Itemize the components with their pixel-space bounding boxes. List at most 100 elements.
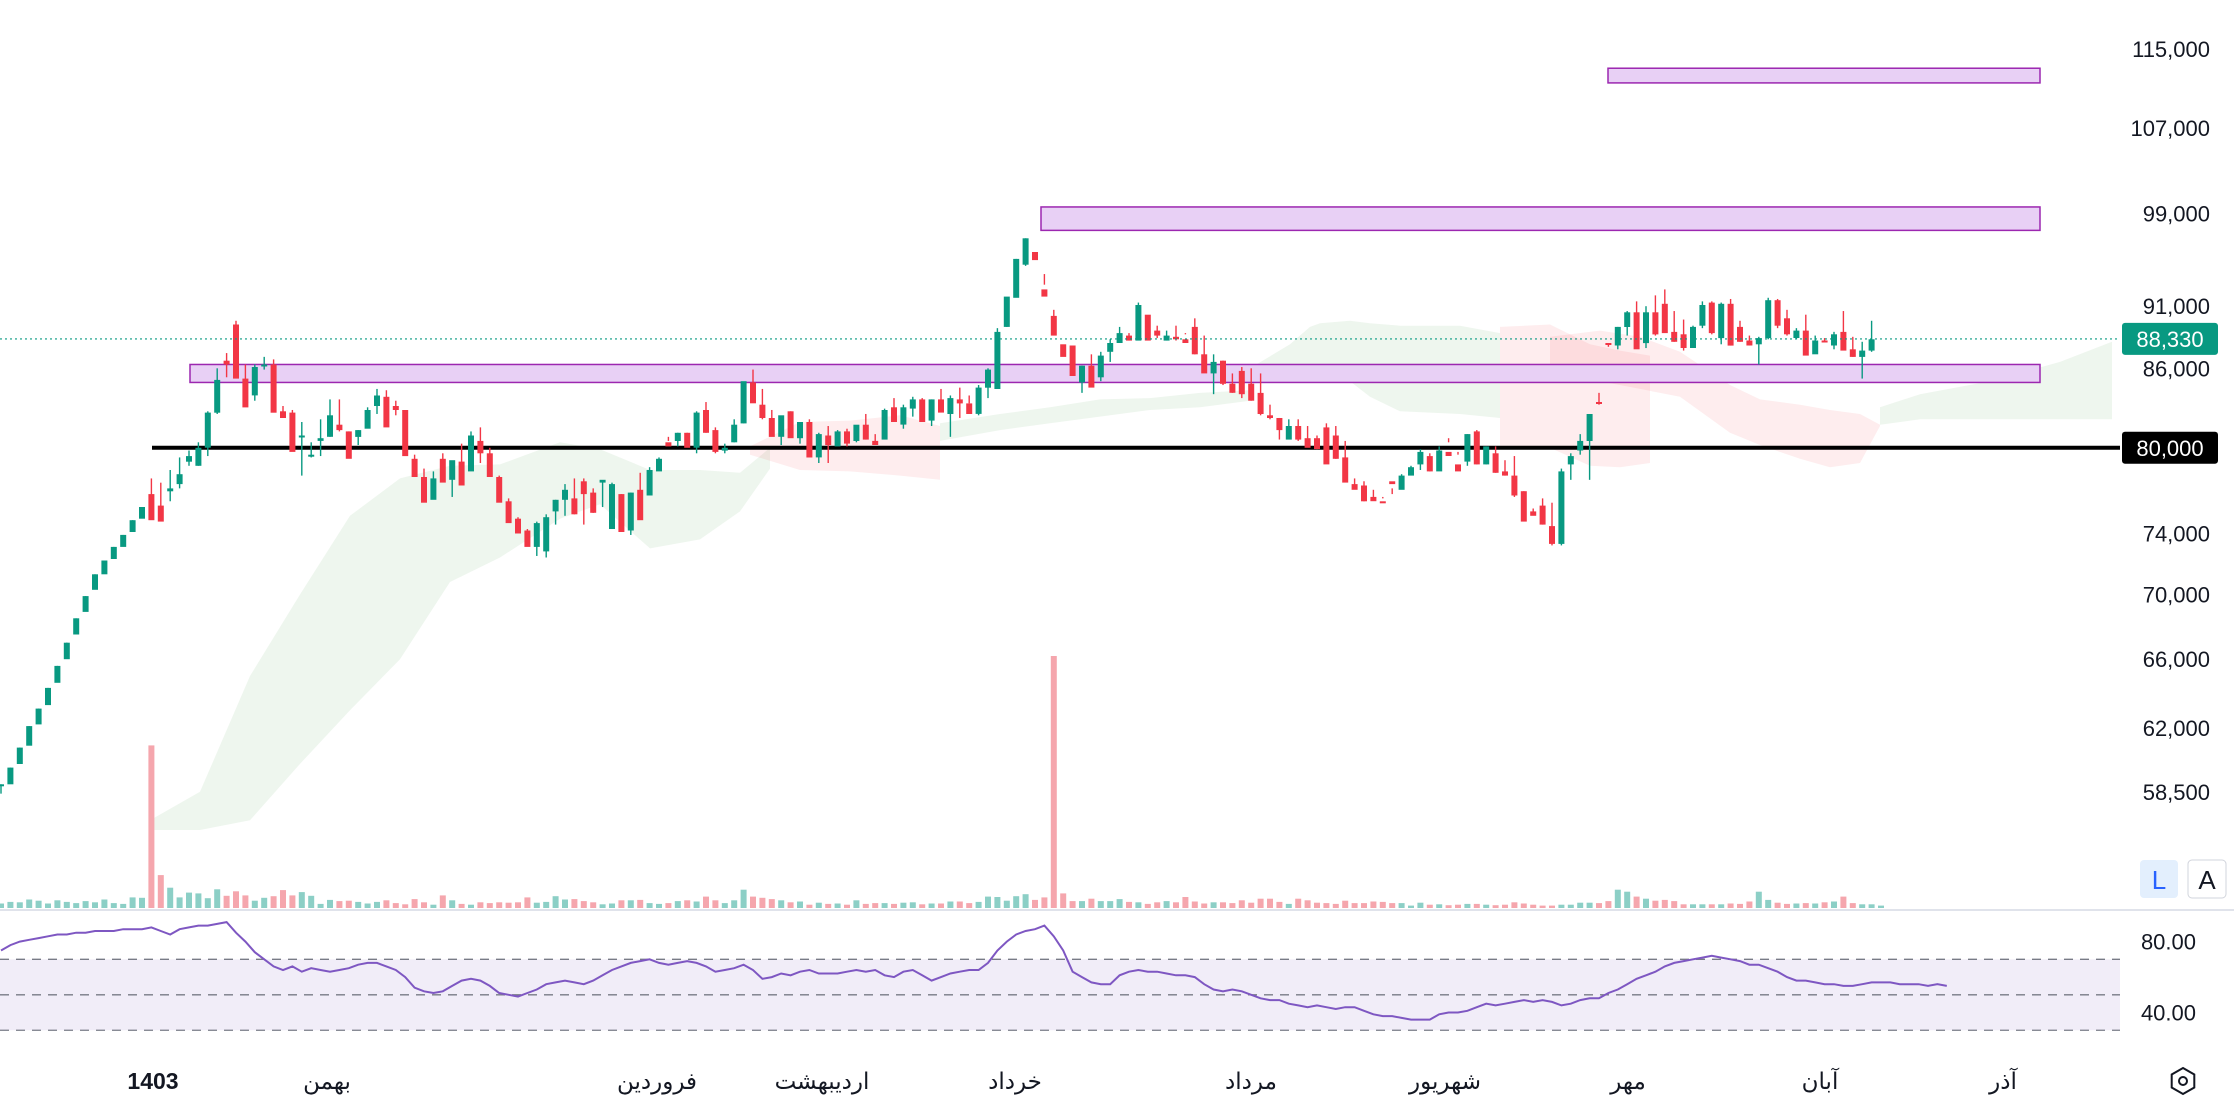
candle bbox=[1624, 311, 1631, 336]
candle-body bbox=[1690, 326, 1696, 348]
candle bbox=[402, 410, 409, 457]
candle-body bbox=[646, 470, 653, 496]
candle bbox=[1398, 474, 1405, 490]
volume-bar bbox=[778, 900, 785, 908]
candle-body bbox=[1417, 451, 1424, 465]
volume-bar bbox=[1558, 904, 1565, 908]
volume-bar bbox=[693, 901, 700, 908]
candle bbox=[1558, 468, 1565, 546]
candle-body bbox=[1135, 305, 1142, 341]
candle-body bbox=[909, 399, 916, 409]
candle-body bbox=[1492, 453, 1499, 473]
candle-body bbox=[834, 431, 841, 447]
candle bbox=[345, 431, 352, 459]
candle-body bbox=[1398, 475, 1405, 490]
price-axis[interactable]: 115,000 107,000 99,000 91,000 86,000 80,000 74… bbox=[2130, 37, 2210, 805]
candle-body bbox=[1746, 340, 1753, 346]
candle-body bbox=[1379, 501, 1386, 504]
time-tick-label: مهر bbox=[1609, 1069, 1646, 1095]
candle bbox=[280, 406, 286, 418]
time-axis[interactable]: 1403 بهمن فروردین اردیبهشت خرداد مرداد شهریور م… bbox=[127, 1067, 2018, 1095]
volume-bar bbox=[120, 903, 127, 908]
candle bbox=[308, 442, 315, 458]
candle-body bbox=[1332, 435, 1339, 459]
volume-bar bbox=[204, 898, 211, 908]
candle-body bbox=[533, 523, 540, 547]
candle bbox=[1436, 446, 1443, 472]
volume-bar bbox=[1774, 902, 1781, 908]
candle-body bbox=[768, 418, 775, 437]
volume-bar bbox=[355, 901, 362, 908]
candle bbox=[684, 432, 691, 448]
candle-body bbox=[1793, 330, 1800, 338]
volume-bar bbox=[1633, 896, 1640, 908]
cloud-bear bbox=[1500, 324, 1650, 468]
volume-bar bbox=[1342, 900, 1349, 908]
volume-bar bbox=[891, 903, 897, 908]
rsi-axis[interactable]: 80.00 40.00 bbox=[2141, 930, 2196, 1026]
log-scale-button[interactable]: L bbox=[2140, 860, 2178, 898]
candle-body bbox=[1784, 318, 1790, 335]
volume-bar bbox=[1060, 893, 1067, 908]
candle bbox=[1539, 498, 1546, 525]
candle-body bbox=[1596, 402, 1602, 404]
settings-icon[interactable] bbox=[2170, 1066, 2196, 1096]
candle bbox=[1802, 314, 1809, 356]
candle bbox=[1708, 301, 1715, 335]
candle bbox=[139, 507, 145, 519]
candle-body bbox=[176, 474, 183, 485]
candle bbox=[1455, 451, 1461, 472]
volume-bar bbox=[646, 903, 653, 908]
candle bbox=[1577, 434, 1584, 455]
volume-bar bbox=[1690, 904, 1696, 908]
cloud-bull bbox=[1880, 341, 2112, 425]
candle bbox=[1332, 426, 1339, 459]
candle bbox=[1248, 368, 1255, 401]
candle-body bbox=[515, 518, 521, 534]
candle bbox=[16, 747, 23, 764]
candle-body bbox=[1755, 338, 1762, 345]
candle bbox=[1859, 341, 1866, 379]
candle bbox=[1135, 302, 1142, 341]
candle-body bbox=[627, 492, 634, 531]
candle bbox=[1041, 274, 1048, 297]
candle-body bbox=[524, 530, 531, 547]
candle bbox=[1182, 333, 1189, 343]
candle bbox=[1840, 311, 1847, 351]
candle-body bbox=[148, 494, 155, 521]
volume-bar bbox=[750, 896, 756, 908]
time-tick-label: 1403 bbox=[127, 1068, 178, 1094]
volume-bar bbox=[308, 895, 315, 908]
candle bbox=[1718, 302, 1725, 345]
candle bbox=[1276, 417, 1283, 440]
candle bbox=[1201, 335, 1208, 374]
candle bbox=[1144, 314, 1151, 341]
candle bbox=[45, 687, 51, 706]
volume-bar bbox=[1163, 901, 1170, 908]
candle-body bbox=[1708, 302, 1715, 334]
volume-bar bbox=[411, 899, 418, 908]
candle bbox=[73, 618, 80, 635]
volume-bar bbox=[1502, 904, 1508, 908]
volume-bar bbox=[656, 903, 662, 908]
candle-body bbox=[778, 415, 785, 437]
price-tick-label: 91,000 bbox=[2143, 294, 2210, 319]
candle-body bbox=[1173, 336, 1179, 340]
volume-bar bbox=[176, 897, 183, 908]
candle bbox=[317, 419, 324, 457]
candle bbox=[1549, 502, 1555, 546]
price-tick-label: 66,000 bbox=[2143, 647, 2210, 672]
candle bbox=[1257, 373, 1264, 416]
auto-scale-button[interactable]: A bbox=[2187, 859, 2227, 899]
candle bbox=[1690, 325, 1696, 348]
candle-body bbox=[1614, 326, 1621, 346]
candle-body bbox=[985, 369, 991, 388]
candle-body bbox=[1567, 456, 1574, 465]
candle bbox=[167, 469, 174, 502]
candle bbox=[477, 427, 484, 463]
last-price-tag bbox=[2122, 322, 2218, 355]
candle bbox=[750, 369, 756, 404]
candle-body bbox=[1248, 383, 1255, 401]
candle bbox=[815, 432, 822, 463]
